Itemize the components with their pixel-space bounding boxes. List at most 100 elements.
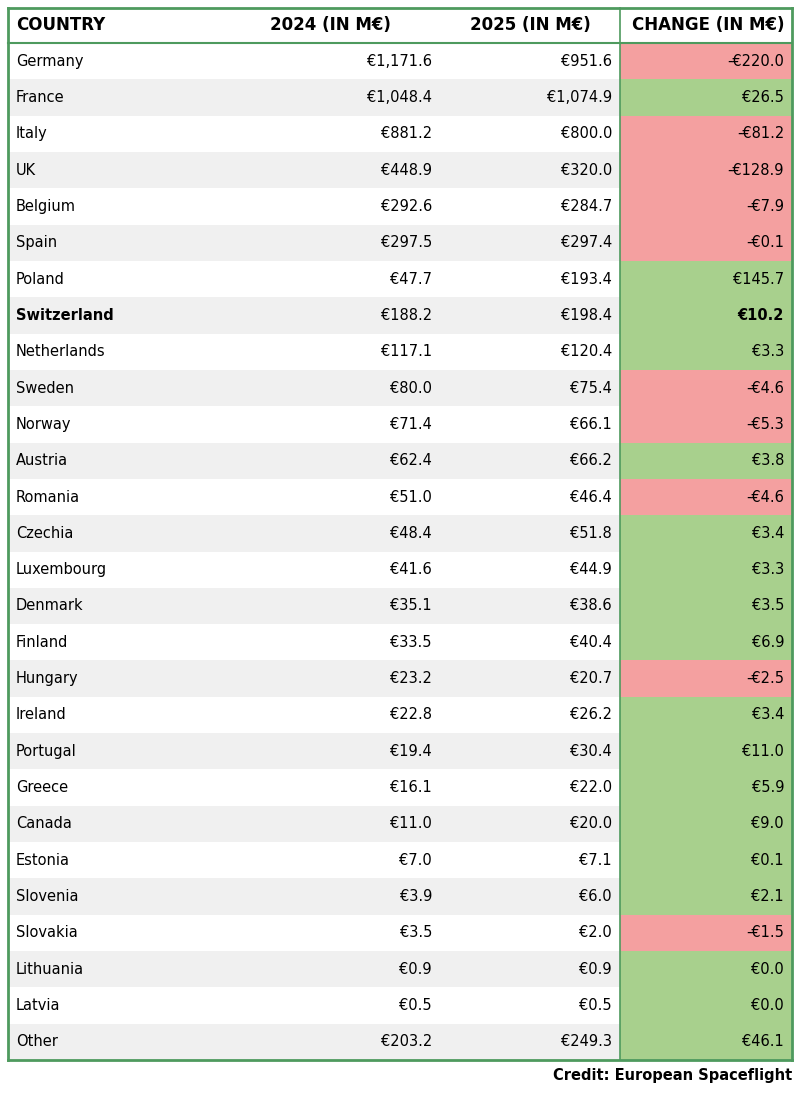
Text: €193.4: €193.4 (561, 272, 612, 286)
Text: Austria: Austria (16, 453, 68, 468)
Text: €2.0: €2.0 (579, 926, 612, 940)
Text: Finland: Finland (16, 635, 68, 649)
Text: Italy: Italy (16, 127, 48, 141)
Text: -€1.5: -€1.5 (746, 926, 784, 940)
Text: €11.0: €11.0 (390, 817, 432, 831)
Text: €0.5: €0.5 (579, 998, 612, 1013)
Bar (8, 1023, 620, 1060)
Text: €448.9: €448.9 (381, 163, 432, 178)
Text: €16.1: €16.1 (390, 780, 432, 795)
Bar (8, 806, 620, 842)
Text: €41.6: €41.6 (390, 562, 432, 577)
Bar (8, 842, 620, 878)
Text: 2025 (IN M€): 2025 (IN M€) (470, 17, 590, 34)
Bar (8, 515, 620, 552)
Bar (8, 733, 620, 769)
Bar (620, 261, 792, 297)
Text: Canada: Canada (16, 817, 72, 831)
Text: Latvia: Latvia (16, 998, 61, 1013)
Text: -€4.6: -€4.6 (746, 381, 784, 395)
Text: €26.5: €26.5 (742, 90, 784, 105)
Text: €48.4: €48.4 (390, 526, 432, 541)
Bar (8, 406, 620, 443)
Bar (8, 988, 620, 1023)
Bar (8, 297, 620, 334)
Text: €11.0: €11.0 (742, 744, 784, 759)
Text: €75.4: €75.4 (570, 381, 612, 395)
Bar (620, 370, 792, 406)
Text: €3.3: €3.3 (752, 562, 784, 577)
Text: €9.0: €9.0 (751, 817, 784, 831)
Text: Denmark: Denmark (16, 598, 84, 614)
Text: €40.4: €40.4 (570, 635, 612, 649)
Text: Czechia: Czechia (16, 526, 74, 541)
Bar (8, 370, 620, 406)
Text: €62.4: €62.4 (390, 453, 432, 468)
Text: €320.0: €320.0 (561, 163, 612, 178)
Bar (8, 43, 620, 79)
Text: Norway: Norway (16, 417, 71, 432)
Bar (8, 588, 620, 624)
Text: Hungary: Hungary (16, 672, 78, 686)
Text: CHANGE (IN M€): CHANGE (IN M€) (631, 17, 784, 34)
Text: 2024 (IN M€): 2024 (IN M€) (270, 17, 390, 34)
Text: €3.9: €3.9 (400, 889, 432, 904)
Text: €71.4: €71.4 (390, 417, 432, 432)
Bar (620, 152, 792, 189)
Text: COUNTRY: COUNTRY (16, 17, 106, 34)
Text: €51.8: €51.8 (570, 526, 612, 541)
Bar (620, 115, 792, 152)
Bar (620, 443, 792, 478)
Text: €35.1: €35.1 (390, 598, 432, 614)
Bar (8, 443, 620, 478)
Text: €66.1: €66.1 (570, 417, 612, 432)
Bar (8, 115, 620, 152)
Text: Ireland: Ireland (16, 707, 66, 723)
Bar (620, 988, 792, 1023)
Text: -€4.6: -€4.6 (746, 490, 784, 505)
Bar (620, 297, 792, 334)
Text: Romania: Romania (16, 490, 80, 505)
Text: €3.3: €3.3 (752, 344, 784, 360)
Bar (8, 660, 620, 697)
Text: €26.2: €26.2 (570, 707, 612, 723)
Bar (620, 951, 792, 988)
Text: €19.4: €19.4 (390, 744, 432, 759)
Text: €44.9: €44.9 (570, 562, 612, 577)
Bar (8, 261, 620, 297)
Bar (620, 878, 792, 915)
Bar (8, 951, 620, 988)
Text: Estonia: Estonia (16, 852, 70, 868)
Text: €0.9: €0.9 (579, 961, 612, 977)
Text: Luxembourg: Luxembourg (16, 562, 107, 577)
Text: Netherlands: Netherlands (16, 344, 106, 360)
Bar (620, 588, 792, 624)
Bar (620, 334, 792, 370)
Text: €22.0: €22.0 (570, 780, 612, 795)
Text: €47.7: €47.7 (390, 272, 432, 286)
Text: €23.2: €23.2 (390, 672, 432, 686)
Text: €297.5: €297.5 (381, 235, 432, 250)
Text: France: France (16, 90, 65, 105)
Text: Belgium: Belgium (16, 199, 76, 214)
Text: €145.7: €145.7 (733, 272, 784, 286)
Bar (8, 769, 620, 806)
Text: -€7.9: -€7.9 (746, 199, 784, 214)
Bar (8, 189, 620, 224)
Text: Portugal: Portugal (16, 744, 77, 759)
Text: €120.4: €120.4 (561, 344, 612, 360)
Text: -€81.2: -€81.2 (737, 127, 784, 141)
Bar (8, 152, 620, 189)
Text: €6.9: €6.9 (751, 635, 784, 649)
Bar (620, 79, 792, 115)
Bar (620, 189, 792, 224)
Bar (620, 224, 792, 261)
Text: €46.4: €46.4 (570, 490, 612, 505)
Text: €3.5: €3.5 (752, 598, 784, 614)
Text: €22.8: €22.8 (390, 707, 432, 723)
Text: €20.7: €20.7 (570, 672, 612, 686)
Text: Slovakia: Slovakia (16, 926, 78, 940)
Text: €30.4: €30.4 (570, 744, 612, 759)
Text: €2.1: €2.1 (751, 889, 784, 904)
Bar (620, 769, 792, 806)
